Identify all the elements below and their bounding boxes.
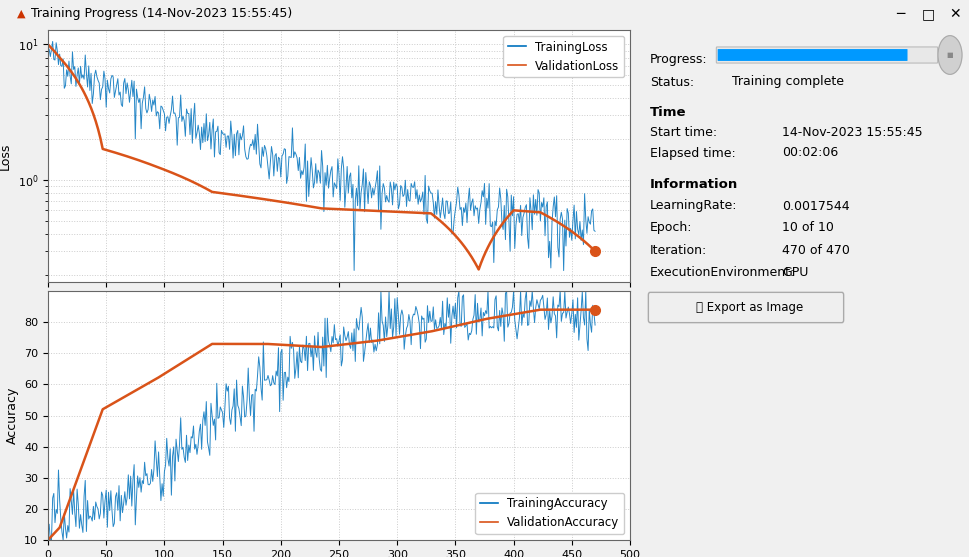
Text: ExecutionEnvironment:: ExecutionEnvironment: xyxy=(649,266,795,278)
ValidationAccuracy xyxy=(534,306,546,313)
Legend: TrainingAccuracy, ValidationAccuracy: TrainingAccuracy, ValidationAccuracy xyxy=(475,493,623,534)
TrainingLoss xyxy=(47,38,58,45)
ValidationLoss xyxy=(44,42,55,49)
Text: 10 of 10: 10 of 10 xyxy=(781,222,833,234)
TrainingAccuracy xyxy=(70,523,81,530)
ValidationAccuracy xyxy=(152,374,164,381)
TrainingAccuracy xyxy=(353,326,364,333)
ValidationAccuracy xyxy=(250,340,262,347)
Line: ValidationLoss: ValidationLoss xyxy=(49,46,594,270)
Y-axis label: Accuracy: Accuracy xyxy=(6,387,18,444)
TrainingLoss xyxy=(353,163,364,169)
Text: 470 of 470: 470 of 470 xyxy=(781,243,849,257)
Text: ✕: ✕ xyxy=(949,7,960,21)
ValidationLoss xyxy=(152,164,164,171)
TrainingLoss xyxy=(588,228,600,234)
TrainingAccuracy xyxy=(45,536,56,543)
Text: ▲: ▲ xyxy=(17,9,26,19)
Line: ValidationAccuracy: ValidationAccuracy xyxy=(49,310,594,539)
ValidationAccuracy xyxy=(122,392,134,398)
TrainingAccuracy xyxy=(154,473,166,480)
TrainingLoss xyxy=(557,267,569,274)
TrainingAccuracy xyxy=(44,521,55,527)
FancyBboxPatch shape xyxy=(715,47,937,63)
ValidationAccuracy xyxy=(352,340,363,346)
TrainingLoss xyxy=(154,125,166,132)
Text: Training Progress (14-Nov-2023 15:55:45): Training Progress (14-Nov-2023 15:55:45) xyxy=(31,7,292,21)
TrainingAccuracy xyxy=(375,287,387,294)
TrainingAccuracy xyxy=(251,372,263,379)
ValidationAccuracy xyxy=(69,483,80,490)
ValidationLoss xyxy=(122,153,134,160)
TrainingLoss xyxy=(70,83,81,90)
Text: Status:: Status: xyxy=(649,76,694,89)
ValidationLoss xyxy=(250,195,262,202)
TrainingLoss xyxy=(44,46,55,52)
Text: 🖼 Export as Image: 🖼 Export as Image xyxy=(696,301,802,314)
Text: Elapsed time:: Elapsed time: xyxy=(649,146,735,159)
Legend: TrainingLoss, ValidationLoss: TrainingLoss, ValidationLoss xyxy=(503,36,623,77)
TrainingLoss xyxy=(251,121,263,128)
ValidationLoss xyxy=(477,254,488,261)
Line: TrainingLoss: TrainingLoss xyxy=(49,41,594,271)
ValidationLoss xyxy=(352,207,363,213)
ValidationLoss xyxy=(69,74,80,80)
Text: LearningRate:: LearningRate: xyxy=(649,199,736,213)
ValidationLoss xyxy=(588,248,600,255)
TrainingLoss xyxy=(123,99,135,106)
TrainingAccuracy xyxy=(588,322,600,329)
ValidationAccuracy xyxy=(476,316,487,323)
Line: TrainingAccuracy: TrainingAccuracy xyxy=(49,291,594,540)
Text: Iteration:: Iteration: xyxy=(649,243,706,257)
ValidationAccuracy xyxy=(588,306,600,313)
FancyBboxPatch shape xyxy=(647,292,843,323)
Text: Progress:: Progress: xyxy=(649,53,707,66)
Text: Time: Time xyxy=(649,105,686,119)
Text: 0.0017544: 0.0017544 xyxy=(781,199,849,213)
Y-axis label: Loss: Loss xyxy=(0,142,12,170)
ValidationAccuracy xyxy=(44,535,55,542)
Text: 14-Nov-2023 15:55:45: 14-Nov-2023 15:55:45 xyxy=(781,126,922,139)
TrainingAccuracy xyxy=(123,496,135,502)
Text: Training complete: Training complete xyxy=(732,76,843,89)
TrainingAccuracy xyxy=(478,312,489,319)
Text: 00:02:06: 00:02:06 xyxy=(781,146,837,159)
ValidationLoss xyxy=(472,266,484,273)
Text: Information: Information xyxy=(649,178,737,190)
Text: ─: ─ xyxy=(895,7,903,21)
TrainingLoss xyxy=(477,193,488,200)
Circle shape xyxy=(937,36,961,74)
Text: Start time:: Start time: xyxy=(649,126,716,139)
Text: Epoch:: Epoch: xyxy=(649,222,692,234)
Text: GPU: GPU xyxy=(781,266,807,278)
Text: ■: ■ xyxy=(946,52,953,58)
FancyBboxPatch shape xyxy=(717,49,907,61)
Text: □: □ xyxy=(921,7,934,21)
